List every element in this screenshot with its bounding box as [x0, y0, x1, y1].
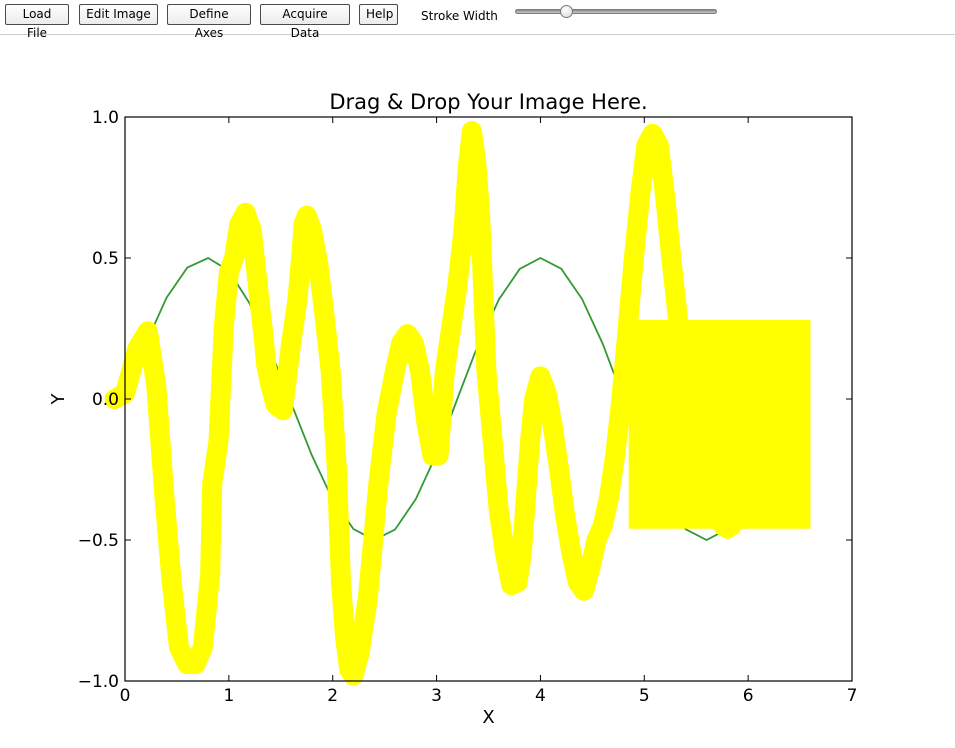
stroke-width-label: Stroke Width: [421, 9, 498, 23]
x-tick-label: 2: [327, 686, 338, 706]
x-tick-label: 3: [431, 686, 442, 706]
x-tick-label: 1: [223, 686, 234, 706]
help-button[interactable]: Help: [359, 4, 398, 25]
stroke-width-slider[interactable]: [515, 9, 717, 14]
y-tick-label: 1.0: [92, 108, 119, 128]
x-tick-label: 0: [120, 686, 131, 706]
load-file-button[interactable]: Load File: [5, 4, 69, 40]
stroke-width-slider-thumb[interactable]: [560, 5, 574, 18]
chart-title: Drag & Drop Your Image Here.: [329, 90, 647, 114]
y-tick-label: 0.0: [92, 390, 119, 410]
y-tick-label: −0.5: [78, 531, 119, 551]
x-tick-label: 6: [743, 686, 754, 706]
toolbar: Load File Edit Image Define Axes Acquire…: [0, 0, 955, 40]
plot-figure: 0 1 2 3 4 5 6 7 −1.0 −0.5 0.0 0.5 1.0 Drag & Drop Yo…: [48, 90, 858, 728]
annotation-layer: [104, 121, 811, 686]
x-tick-label: 5: [639, 686, 650, 706]
yellow-rectangle: [628, 320, 811, 529]
ticks-layer: 0 1 2 3 4 5 6 7 −1.0 −0.5 0.0 0.5 1.0: [78, 108, 858, 706]
x-tick-label: 7: [847, 686, 858, 706]
image-drop-canvas[interactable]: 0 1 2 3 4 5 6 7 −1.0 −0.5 0.0 0.5 1.0 Drag & Drop Yo…: [0, 35, 955, 748]
define-axes-button[interactable]: Define Axes: [167, 4, 251, 40]
acquire-data-button[interactable]: Acquire Data: [260, 4, 350, 40]
y-tick-label: 0.5: [92, 249, 119, 269]
x-tick-label: 4: [535, 686, 546, 706]
y-tick-label: −1.0: [78, 672, 119, 692]
y-axis-label: Y: [48, 393, 69, 406]
yellow-stroke: [104, 121, 754, 686]
edit-image-button[interactable]: Edit Image: [79, 4, 158, 25]
x-axis-label: X: [482, 707, 494, 728]
